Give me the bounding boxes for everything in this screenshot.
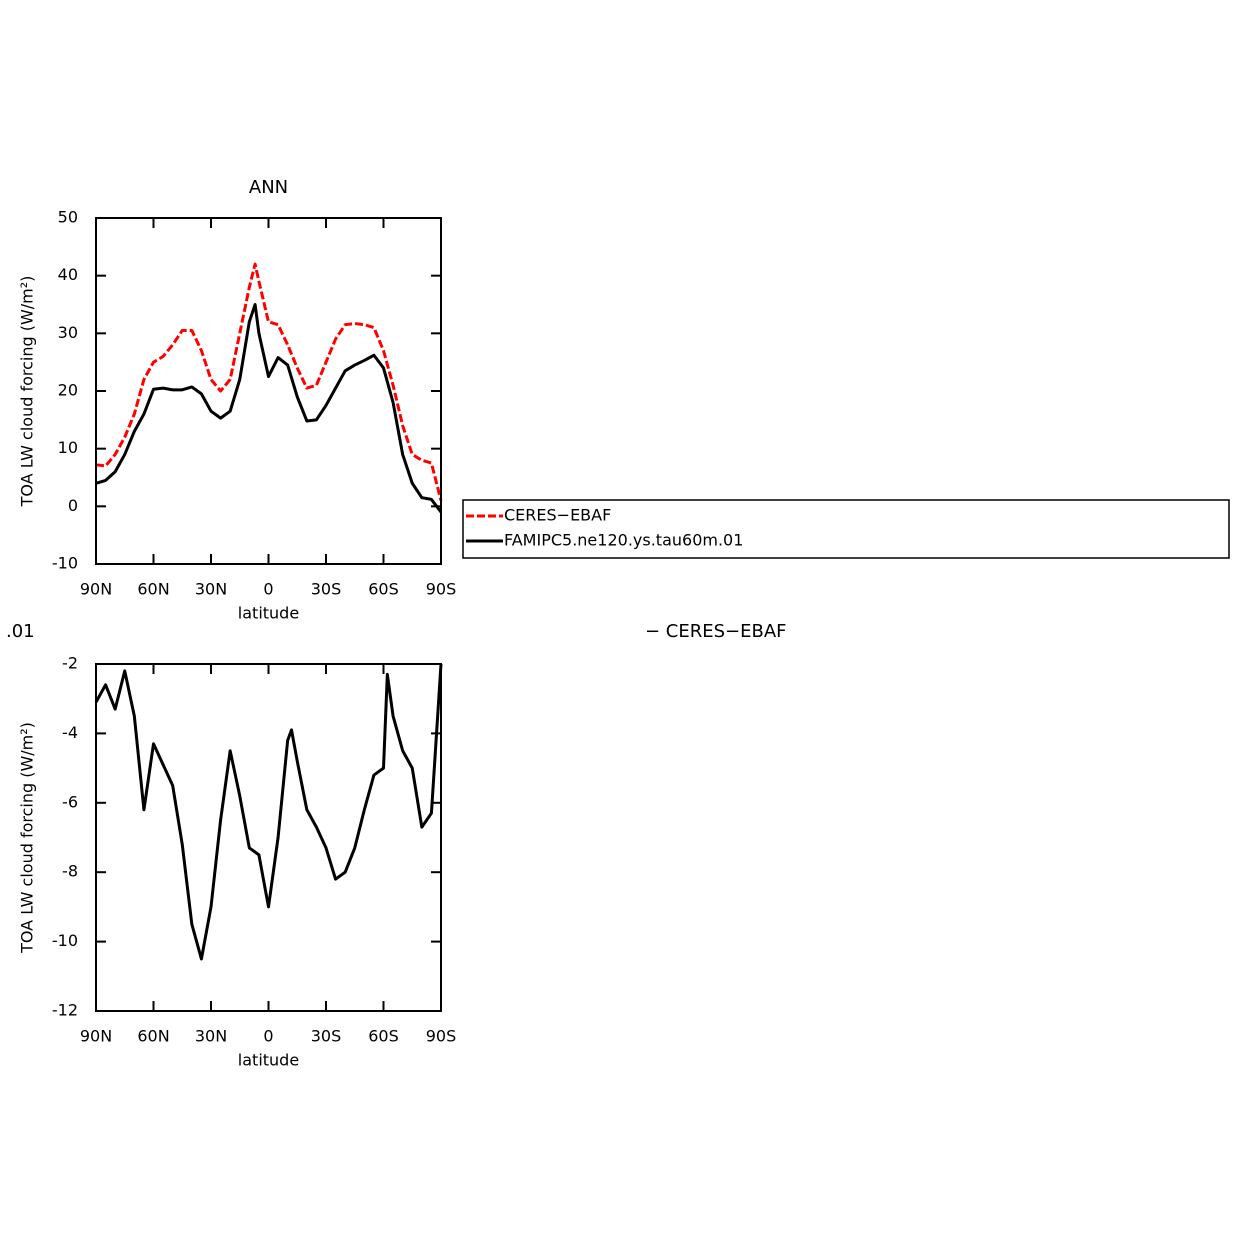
- y-tick-label: -4: [62, 723, 78, 742]
- x-tick-label: 90S: [426, 1027, 457, 1046]
- x-tick-label: 0: [263, 580, 273, 599]
- y-tick-label: -2: [62, 654, 78, 673]
- plot-frame: [95, 663, 442, 1012]
- data-line: [95, 262, 443, 501]
- x-tick-label: 60S: [368, 580, 399, 599]
- x-tick-label: 60S: [368, 1027, 399, 1046]
- x-tick-label: 30S: [311, 1027, 342, 1046]
- data-line: [94, 663, 443, 961]
- y-tick-label: -6: [62, 792, 78, 811]
- chart-title: − CERES−EBAF: [645, 621, 787, 642]
- y-tick-label: 20: [58, 381, 78, 400]
- chart-title: .01: [6, 621, 35, 642]
- x-tick-label: 90N: [80, 1027, 112, 1046]
- x-tick-label: 30N: [195, 580, 227, 599]
- y-tick-label: 30: [58, 323, 78, 342]
- x-tick-label: 60N: [137, 580, 169, 599]
- y-tick-label: 50: [58, 208, 78, 227]
- x-tick-label: 60N: [137, 1027, 169, 1046]
- plot-frame: [95, 217, 442, 565]
- y-tick-label: 0: [68, 496, 78, 515]
- legend-box: [462, 499, 1230, 559]
- x-tick-label: 30N: [195, 1027, 227, 1046]
- y-tick-label: 40: [58, 265, 78, 284]
- data-line: [95, 303, 443, 514]
- x-tick-label: 0: [263, 1027, 273, 1046]
- x-axis-label: latitude: [238, 1051, 299, 1070]
- y-tick-label: -8: [62, 862, 78, 881]
- x-tick-label: 30S: [311, 580, 342, 599]
- y-tick-label: -10: [52, 554, 78, 573]
- x-tick-label: 90S: [426, 580, 457, 599]
- y-axis-label: TOA LW cloud forcing (W/m²): [18, 722, 37, 954]
- x-axis-label: latitude: [238, 604, 299, 623]
- x-tick-label: 90N: [80, 580, 112, 599]
- y-tick-label: -12: [52, 1001, 78, 1020]
- y-tick-label: 10: [58, 438, 78, 457]
- legend-label: FAMIPC5.ne120.ys.tau60m.01: [504, 531, 743, 550]
- chart-title: ANN: [249, 177, 288, 198]
- y-axis-label: TOA LW cloud forcing (W/m²): [18, 276, 37, 508]
- legend-label: CERES−EBAF: [504, 506, 611, 525]
- y-tick-label: -10: [52, 931, 78, 950]
